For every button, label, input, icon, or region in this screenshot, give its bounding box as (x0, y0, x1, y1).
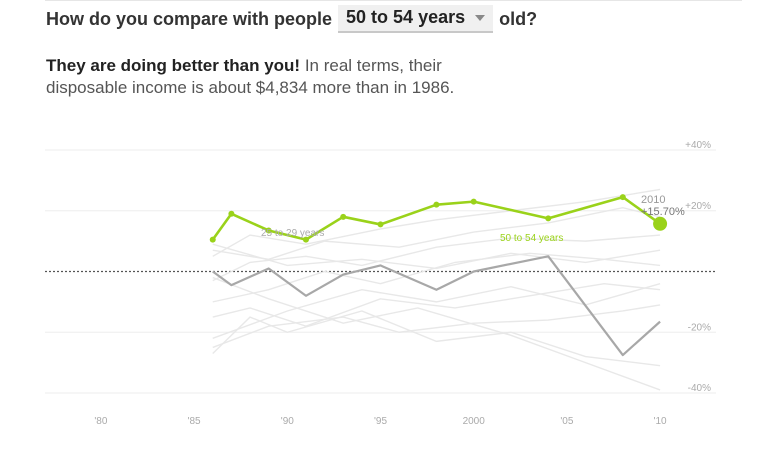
verdict-body: In real terms, their disposable income i… (46, 56, 455, 97)
highlight-point (209, 236, 216, 243)
question-prefix: How do you compare with people (46, 8, 333, 29)
highlight-point (619, 194, 626, 201)
y-tick-label: +40% (685, 140, 711, 151)
background-series-line (212, 304, 661, 349)
background-series-line (212, 310, 661, 367)
x-tick-label: '80 (94, 416, 107, 427)
top-rule (45, 0, 742, 1)
comparison-series-line (212, 255, 661, 357)
background-series-line (212, 188, 661, 257)
comparison-series-label: 25 to 29 years (261, 228, 324, 239)
background-series-line (212, 276, 661, 391)
highlight-point (433, 201, 440, 208)
highlight-point (265, 227, 272, 234)
background-series-line (212, 282, 661, 339)
age-group-select[interactable]: 50 to 54 years (338, 5, 494, 33)
highlight-series-label: 50 to 54 years (500, 233, 563, 244)
x-tick-label: '85 (188, 416, 201, 427)
highlight-point (340, 213, 347, 220)
annotation-year: 2010 (641, 194, 665, 206)
highlight-point (470, 198, 477, 205)
background-series-line (212, 252, 661, 303)
x-tick-label: '10 (654, 416, 667, 427)
y-tick-label: -20% (688, 322, 711, 333)
comparison-question: How do you compare with people 50 to 54 … (46, 5, 537, 33)
x-tick-label: '05 (560, 416, 573, 427)
y-tick-label: -40% (688, 383, 711, 394)
verdict-text: They are doing better than you! In real … (46, 55, 466, 99)
background-series-line (212, 243, 661, 270)
highlight-point (377, 221, 384, 228)
chevron-down-icon (475, 14, 486, 21)
highlight-point (302, 236, 309, 243)
background-series-line (212, 206, 661, 261)
background-series-line (212, 282, 661, 327)
x-tick-label: '95 (374, 416, 387, 427)
y-tick-label: +20% (685, 201, 711, 212)
verdict-headline: They are doing better than you! (46, 56, 301, 75)
question-suffix: old? (499, 8, 538, 29)
x-tick-label: '90 (281, 416, 294, 427)
x-tick-label: 2000 (463, 416, 486, 427)
highlight-point (545, 215, 552, 222)
highlight-endpoint (653, 216, 668, 231)
background-series-line (212, 234, 661, 282)
highlight-point (228, 210, 235, 217)
age-group-value: 50 to 54 years (346, 7, 466, 27)
annotation-value: +15.70% (641, 206, 685, 218)
